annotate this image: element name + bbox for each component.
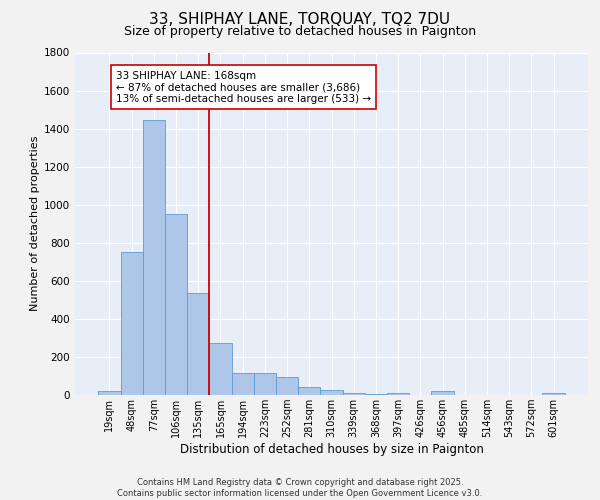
Bar: [343, 393, 365, 395]
Bar: [187, 293, 209, 395]
Bar: [254, 373, 276, 395]
Bar: [121, 252, 143, 395]
Bar: [365, 394, 387, 395]
Text: Size of property relative to detached houses in Paignton: Size of property relative to detached ho…: [124, 25, 476, 38]
Bar: [320, 390, 343, 395]
Bar: [232, 373, 254, 395]
X-axis label: Distribution of detached houses by size in Paignton: Distribution of detached houses by size …: [179, 443, 484, 456]
Text: Contains HM Land Registry data © Crown copyright and database right 2025.
Contai: Contains HM Land Registry data © Crown c…: [118, 478, 482, 498]
Bar: [431, 391, 454, 395]
Bar: [209, 342, 232, 395]
Bar: [143, 120, 165, 395]
Bar: [165, 214, 187, 395]
Bar: [387, 393, 409, 395]
Bar: [98, 391, 121, 395]
Bar: [542, 393, 565, 395]
Text: 33, SHIPHAY LANE, TORQUAY, TQ2 7DU: 33, SHIPHAY LANE, TORQUAY, TQ2 7DU: [149, 12, 451, 28]
Bar: [298, 388, 320, 395]
Text: 33 SHIPHAY LANE: 168sqm
← 87% of detached houses are smaller (3,686)
13% of semi: 33 SHIPHAY LANE: 168sqm ← 87% of detache…: [116, 70, 371, 104]
Y-axis label: Number of detached properties: Number of detached properties: [30, 136, 40, 312]
Bar: [276, 377, 298, 395]
